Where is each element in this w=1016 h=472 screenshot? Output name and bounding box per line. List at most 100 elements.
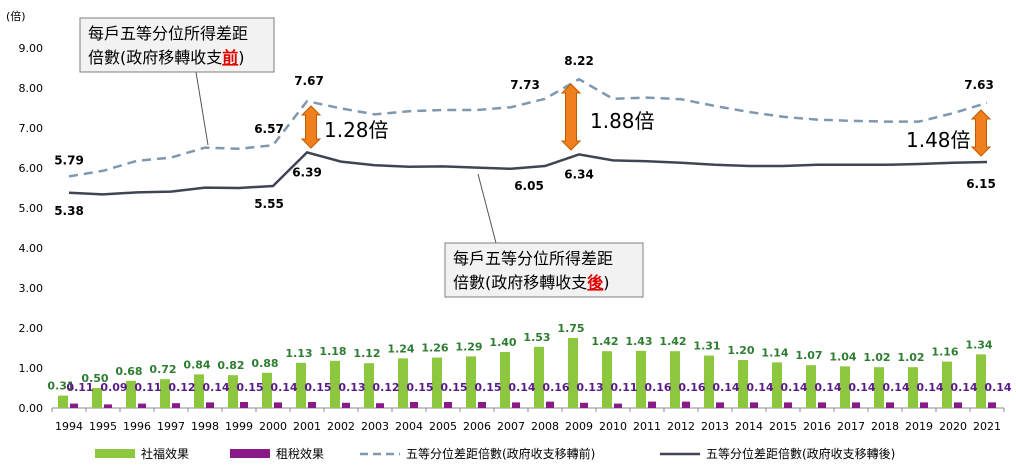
bars — [58, 338, 996, 408]
y-tick-label: 3.00 — [19, 282, 44, 295]
x-tick-label: 2005 — [429, 420, 457, 433]
pre-transfer-value-label: 7.73 — [510, 78, 540, 92]
social-welfare-bar — [228, 375, 238, 408]
pre-transfer-line — [68, 77, 988, 178]
x-tick-label: 2004 — [395, 420, 423, 433]
x-tick-label: 1995 — [89, 420, 117, 433]
post-transfer-value-label: 6.39 — [292, 165, 322, 179]
social-welfare-bar — [840, 366, 850, 408]
social-welfare-value-label: 0.72 — [149, 363, 176, 376]
social-welfare-value-label: 0.31 — [47, 380, 74, 393]
tax-effect-bar — [546, 401, 554, 408]
x-tick-label: 1997 — [157, 420, 185, 433]
tax-effect-value-label: 0.13 — [338, 381, 365, 394]
tax-effect-bar — [274, 402, 282, 408]
tax-effect-bar — [784, 402, 792, 408]
social-welfare-value-label: 1.12 — [353, 347, 380, 360]
x-tick-label: 2010 — [599, 420, 627, 433]
x-tick-label: 2006 — [463, 420, 491, 433]
social-welfare-value-label: 0.82 — [217, 359, 244, 372]
social-welfare-value-label: 0.50 — [81, 372, 108, 385]
social-welfare-value-label: 1.31 — [693, 340, 720, 353]
social-welfare-value-label: 1.75 — [557, 322, 584, 335]
tax-effect-value-label: 0.11 — [134, 381, 161, 394]
tax-effect-bar — [206, 402, 214, 408]
social-welfare-value-label: 1.26 — [421, 342, 448, 355]
social-welfare-bar — [500, 352, 510, 408]
x-tick-label: 1999 — [225, 420, 253, 433]
x-tick-label: 2021 — [973, 420, 1001, 433]
social-welfare-bar — [704, 355, 714, 408]
post-transfer-value-label: 6.34 — [564, 167, 594, 181]
social-welfare-value-label: 1.02 — [863, 351, 890, 364]
tax-effect-bar — [342, 402, 350, 408]
tax-effect-bar — [716, 402, 724, 408]
tax-effect-bar — [886, 402, 894, 408]
tax-effect-value-label: 0.14 — [508, 381, 535, 394]
social-welfare-value-label: 1.16 — [931, 346, 958, 359]
annotations: 1.28倍 1.88倍1.48倍每戶五等分位所得差距倍數(政府移轉收支前)每戶五等… — [79, 17, 992, 298]
social-welfare-bar — [908, 367, 918, 408]
ratio-arrow-icon — [300, 105, 322, 149]
data-labels: 0.31 0.50 0.68 0.72 0.84 0.82 0.88 1.13 1.18 1.12… — [47, 54, 1011, 394]
social-welfare-bar — [738, 360, 748, 408]
ratio-label: 1.88倍 — [590, 109, 655, 133]
tax-effect-value-label: 0.12 — [372, 381, 399, 394]
tax-effect-bar — [920, 402, 928, 408]
social-welfare-value-label: 1.04 — [829, 350, 856, 363]
social-welfare-bar — [330, 360, 340, 408]
tax-effect-bar — [240, 402, 248, 408]
post-transfer-line — [68, 151, 988, 196]
social-welfare-value-label: 1.13 — [285, 347, 312, 360]
social-welfare-bar — [92, 388, 102, 408]
callout-line2: 倍數(政府移轉收支前) — [88, 48, 245, 67]
tax-effect-value-label: 0.15 — [440, 381, 467, 394]
post-transfer-value-label: 6.05 — [514, 179, 544, 193]
post-transfer-value-label: 5.38 — [54, 204, 84, 218]
x-tick-label: 2015 — [769, 420, 797, 433]
social-welfare-bar — [296, 362, 306, 408]
x-tick-label: 2019 — [905, 420, 933, 433]
social-welfare-bar — [636, 350, 646, 408]
social-welfare-value-label: 1.18 — [319, 345, 346, 358]
tax-effect-value-label: 0.11 — [610, 381, 637, 394]
social-welfare-bar — [432, 357, 442, 408]
x-tick-label: 2012 — [667, 420, 695, 433]
social-welfare-bar — [670, 351, 680, 408]
social-welfare-bar — [126, 380, 136, 408]
social-welfare-value-label: 1.42 — [659, 335, 686, 348]
tax-effect-bar — [138, 403, 146, 408]
social-welfare-bar — [942, 361, 952, 408]
y-tick-label: 5.00 — [19, 202, 44, 215]
tax-effect-bar — [818, 402, 826, 408]
social-welfare-value-label: 1.43 — [625, 335, 652, 348]
tax-effect-bar — [988, 402, 996, 408]
y-tick-label: 9.00 — [19, 42, 44, 55]
tax-effect-bar — [172, 403, 180, 408]
axes: (倍) 0.00 1.00 2.00 3.00 4.00 5.00 6.00 7.00 8.00 9… — [6, 9, 1005, 433]
tax-effect-value-label: 0.14 — [270, 381, 297, 394]
callout-line2-suffix: ) — [603, 273, 609, 292]
ratio-arrow-icon — [970, 109, 992, 157]
legend-pre-transfer-label: 五等分位差距倍數(政府收支移轉前) — [406, 446, 595, 461]
tax-effect-bar — [410, 402, 418, 408]
tax-effect-bar — [682, 401, 690, 408]
x-tick-label: 2008 — [531, 420, 559, 433]
callout-line2-emphasis: 前 — [222, 48, 238, 67]
social-welfare-bar — [58, 395, 68, 408]
tax-effect-value-label: 0.14 — [780, 381, 807, 394]
callout-box — [444, 242, 644, 298]
callout-leader-line — [195, 71, 209, 146]
callout-line1: 每戶五等分位所得差距 — [88, 24, 248, 43]
x-tick-label: 2020 — [939, 420, 967, 433]
x-tick-label: 2016 — [803, 420, 831, 433]
social-welfare-value-label: 1.20 — [727, 344, 754, 357]
post-transfer-value-label: 5.55 — [254, 197, 284, 211]
tax-effect-value-label: 0.11 — [66, 381, 93, 394]
ratio-arrow-icon — [560, 83, 582, 151]
tax-effect-value-label: 0.14 — [848, 381, 875, 394]
social-welfare-value-label: 1.02 — [897, 351, 924, 364]
social-welfare-bar — [466, 356, 476, 408]
social-welfare-value-label: 1.34 — [965, 338, 992, 351]
